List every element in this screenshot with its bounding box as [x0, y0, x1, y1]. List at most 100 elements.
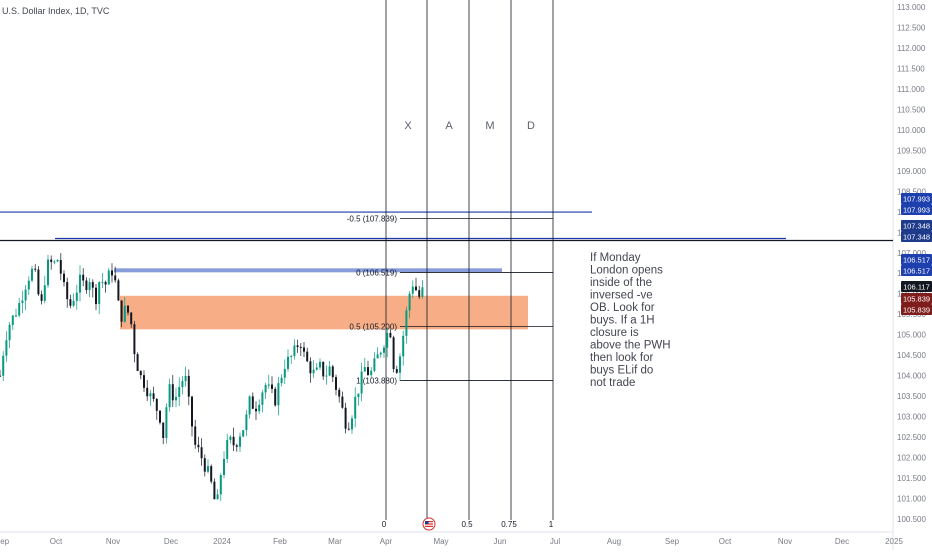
candle-body: [136, 354, 139, 372]
price-tag[interactable]: [901, 231, 932, 242]
candle-body: [389, 332, 392, 338]
candle-body: [111, 270, 113, 276]
price-tag[interactable]: [901, 281, 932, 292]
candle-body: [383, 347, 385, 353]
candle-body: [367, 367, 369, 376]
candle-body: [277, 383, 280, 406]
price-tag-text: 107.993: [903, 206, 930, 215]
candle-body: [232, 436, 235, 446]
x-tick-label: Feb: [273, 537, 287, 546]
candle-body: [274, 388, 277, 406]
candle-body: [341, 396, 344, 408]
fib-label: 0.5 (105.200): [349, 322, 397, 331]
candle-body: [402, 335, 405, 357]
x-tick-label: Dec: [164, 537, 178, 546]
time-line-label: X: [404, 120, 412, 132]
price-tag[interactable]: [901, 204, 932, 215]
candle-body: [344, 407, 347, 429]
candles-layer: [0, 253, 424, 502]
candle-body: [319, 361, 321, 368]
candle-body: [31, 268, 33, 281]
candle-body: [322, 361, 325, 377]
candle-body: [255, 408, 257, 412]
candle-body: [98, 282, 101, 305]
note-line: If Monday: [590, 252, 641, 264]
candle-body: [191, 396, 193, 427]
candle-body: [229, 436, 232, 440]
candle-body: [335, 377, 337, 390]
candle-body: [373, 358, 376, 371]
candle-body: [120, 300, 123, 322]
flag-icon[interactable]: [422, 517, 436, 531]
price-tag[interactable]: [901, 304, 932, 315]
candle-body: [88, 282, 91, 291]
candle-body: [379, 352, 382, 355]
candle-body: [354, 396, 357, 419]
candle-body: [421, 287, 424, 297]
candle-body: [11, 315, 14, 325]
price-tag[interactable]: [901, 293, 932, 304]
x-tick-label: Nov: [778, 537, 792, 546]
candle-body: [143, 375, 145, 388]
candle-body: [235, 445, 238, 447]
x-tick-label: 2024: [213, 537, 231, 546]
y-tick-label: 104.500: [897, 351, 926, 360]
candle-body: [40, 294, 43, 301]
grid-layer: [0, 0, 894, 550]
price-tag-text: 106.117: [903, 283, 930, 292]
y-tick-label: 110.500: [897, 105, 926, 114]
candle-body: [187, 375, 190, 397]
y-tick-label: 103.000: [897, 413, 926, 422]
candle-body: [50, 259, 53, 262]
zones-layer: [114, 268, 528, 330]
candle-body: [91, 282, 94, 288]
price-tag[interactable]: [901, 193, 932, 204]
candle-body: [47, 259, 49, 286]
candle-body: [312, 369, 315, 374]
time-line-label: D: [527, 120, 535, 132]
orange-zone: [120, 295, 528, 330]
y-tick-label: 112.000: [897, 44, 926, 53]
candle-body: [203, 458, 206, 472]
candle-body: [194, 426, 197, 445]
note-line: inside of the: [590, 277, 652, 289]
price-tag-text: 105.839: [903, 306, 930, 315]
candle-body: [101, 281, 104, 283]
candle-body: [66, 282, 69, 300]
note-line: then look for: [590, 352, 653, 364]
candle-body: [5, 340, 8, 356]
note-line: not trade: [590, 377, 635, 389]
candle-body: [338, 389, 341, 397]
price-tag-text: 106.517: [903, 267, 930, 276]
y-tick-label: 100.500: [897, 515, 926, 524]
candle-body: [395, 369, 398, 373]
y-tick-label: 111.500: [897, 64, 925, 73]
price-tag-text: 107.993: [903, 195, 930, 204]
time-line-label: A: [445, 120, 453, 132]
candle-body: [226, 439, 229, 459]
candle-body: [15, 315, 17, 317]
candle-body: [239, 436, 241, 447]
candle-body: [175, 396, 177, 401]
candle-body: [415, 286, 417, 291]
x-axis[interactable]: Sep Oct Nov Dec 2024 Feb Mar Apr May Jun Jul Aug Sep…: [0, 537, 903, 546]
candle-body: [315, 367, 318, 370]
candle-body: [261, 392, 264, 405]
price-tag[interactable]: [901, 265, 932, 276]
candle-body: [296, 345, 299, 348]
time-line-ratio: 0.75: [501, 520, 517, 529]
candle-body: [331, 366, 334, 378]
candle-body: [351, 418, 353, 430]
price-tag[interactable]: [901, 220, 932, 231]
y-tick-label: 103.500: [897, 392, 926, 401]
candle-body: [293, 345, 296, 357]
candle-body: [69, 299, 72, 306]
candle-body: [146, 387, 149, 397]
candle-body: [171, 384, 174, 401]
candle-body: [59, 260, 62, 274]
price-tag[interactable]: [901, 254, 932, 265]
candle-body: [82, 274, 85, 281]
